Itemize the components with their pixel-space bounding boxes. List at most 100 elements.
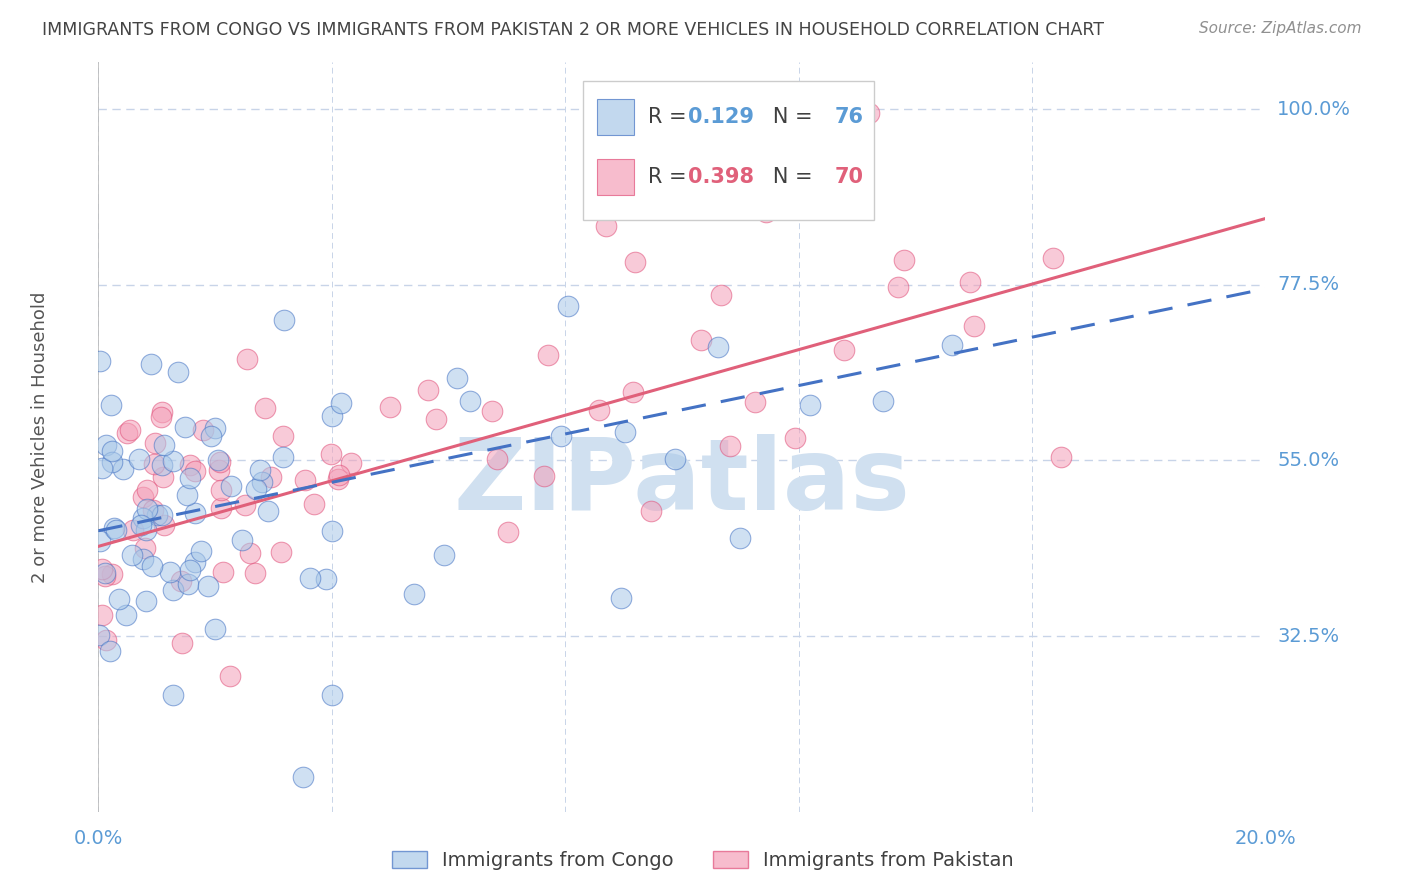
Point xyxy=(321,446,343,460)
Point xyxy=(260,470,283,484)
Point xyxy=(963,318,986,333)
Point xyxy=(433,548,456,562)
Point xyxy=(212,565,235,579)
Point xyxy=(485,451,508,466)
Point xyxy=(179,458,201,472)
Point xyxy=(218,669,240,683)
Point xyxy=(239,546,262,560)
Point xyxy=(959,275,981,289)
Point xyxy=(299,571,322,585)
Point xyxy=(252,475,274,489)
Point xyxy=(460,394,482,409)
Point xyxy=(172,636,194,650)
Point xyxy=(150,405,173,419)
Point xyxy=(664,451,686,466)
Point xyxy=(121,524,143,538)
Point xyxy=(108,591,131,606)
Point xyxy=(93,568,115,582)
Point xyxy=(755,205,778,219)
Point xyxy=(588,403,610,417)
FancyBboxPatch shape xyxy=(596,159,634,195)
Point xyxy=(328,468,350,483)
Point xyxy=(270,545,292,559)
Point xyxy=(1050,450,1073,464)
Point xyxy=(1042,251,1064,265)
Point xyxy=(149,410,172,425)
Point xyxy=(131,510,153,524)
Text: R =: R = xyxy=(648,167,693,187)
Point xyxy=(143,457,166,471)
Point xyxy=(150,508,173,523)
Point xyxy=(783,431,806,445)
Point xyxy=(135,523,157,537)
Point xyxy=(89,533,111,548)
Point xyxy=(115,608,138,623)
Point xyxy=(143,436,166,450)
Point xyxy=(118,423,141,437)
Point xyxy=(208,463,231,477)
Point xyxy=(146,508,169,522)
Point xyxy=(832,343,855,357)
Point xyxy=(91,562,114,576)
Point xyxy=(121,549,143,563)
Point xyxy=(153,518,176,533)
Point xyxy=(208,455,231,469)
Text: N =: N = xyxy=(754,167,820,187)
Point xyxy=(425,412,447,426)
Point xyxy=(941,338,963,352)
Point xyxy=(115,425,138,440)
Point xyxy=(595,219,617,234)
Point xyxy=(135,483,157,497)
Point xyxy=(131,517,153,532)
Text: 77.5%: 77.5% xyxy=(1277,276,1339,294)
Point xyxy=(302,497,325,511)
Point xyxy=(90,607,112,622)
Point xyxy=(728,531,751,545)
Point xyxy=(176,488,198,502)
Point xyxy=(204,421,226,435)
Point xyxy=(271,450,294,464)
Point xyxy=(89,354,111,368)
Text: 2 or more Vehicles in Household: 2 or more Vehicles in Household xyxy=(31,292,49,582)
Point xyxy=(200,429,222,443)
Point xyxy=(204,622,226,636)
Point xyxy=(707,340,730,354)
Point xyxy=(166,365,188,379)
Point xyxy=(152,470,174,484)
Point xyxy=(112,462,135,476)
Point xyxy=(249,463,271,477)
Point xyxy=(321,524,343,538)
Text: 70: 70 xyxy=(835,167,863,187)
Point xyxy=(150,458,173,473)
Point xyxy=(291,770,314,784)
Point xyxy=(621,384,644,399)
Point xyxy=(141,558,163,573)
Point xyxy=(177,577,200,591)
Point xyxy=(159,566,181,580)
Point xyxy=(191,423,214,437)
Point xyxy=(101,444,124,458)
Point xyxy=(169,574,191,588)
Point xyxy=(718,439,741,453)
Point xyxy=(340,456,363,470)
Text: Source: ZipAtlas.com: Source: ZipAtlas.com xyxy=(1198,21,1361,37)
Point xyxy=(98,644,121,658)
FancyBboxPatch shape xyxy=(596,99,634,135)
Point xyxy=(496,524,519,539)
Point xyxy=(231,533,253,548)
Text: R =: R = xyxy=(648,107,693,128)
Point xyxy=(330,396,353,410)
Point xyxy=(245,482,267,496)
Point xyxy=(134,594,156,608)
Point xyxy=(184,555,207,569)
Point xyxy=(799,398,821,412)
Text: 55.0%: 55.0% xyxy=(1277,451,1339,470)
Point xyxy=(710,288,733,302)
Point xyxy=(179,471,201,485)
Text: 0.129: 0.129 xyxy=(688,107,754,128)
Point xyxy=(101,567,124,582)
Point xyxy=(162,688,184,702)
Point xyxy=(233,498,256,512)
Point xyxy=(174,420,197,434)
Point xyxy=(536,348,558,362)
